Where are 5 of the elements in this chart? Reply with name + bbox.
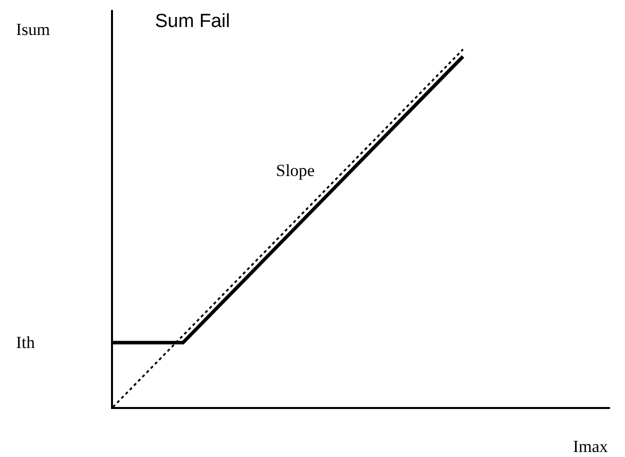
- y-axis-title: Isum: [16, 20, 50, 39]
- chart-title: Sum Fail: [155, 11, 230, 32]
- text: Ith: [16, 333, 36, 352]
- annotation: Slope: [276, 161, 315, 180]
- x-axis-title: Imax: [573, 437, 608, 456]
